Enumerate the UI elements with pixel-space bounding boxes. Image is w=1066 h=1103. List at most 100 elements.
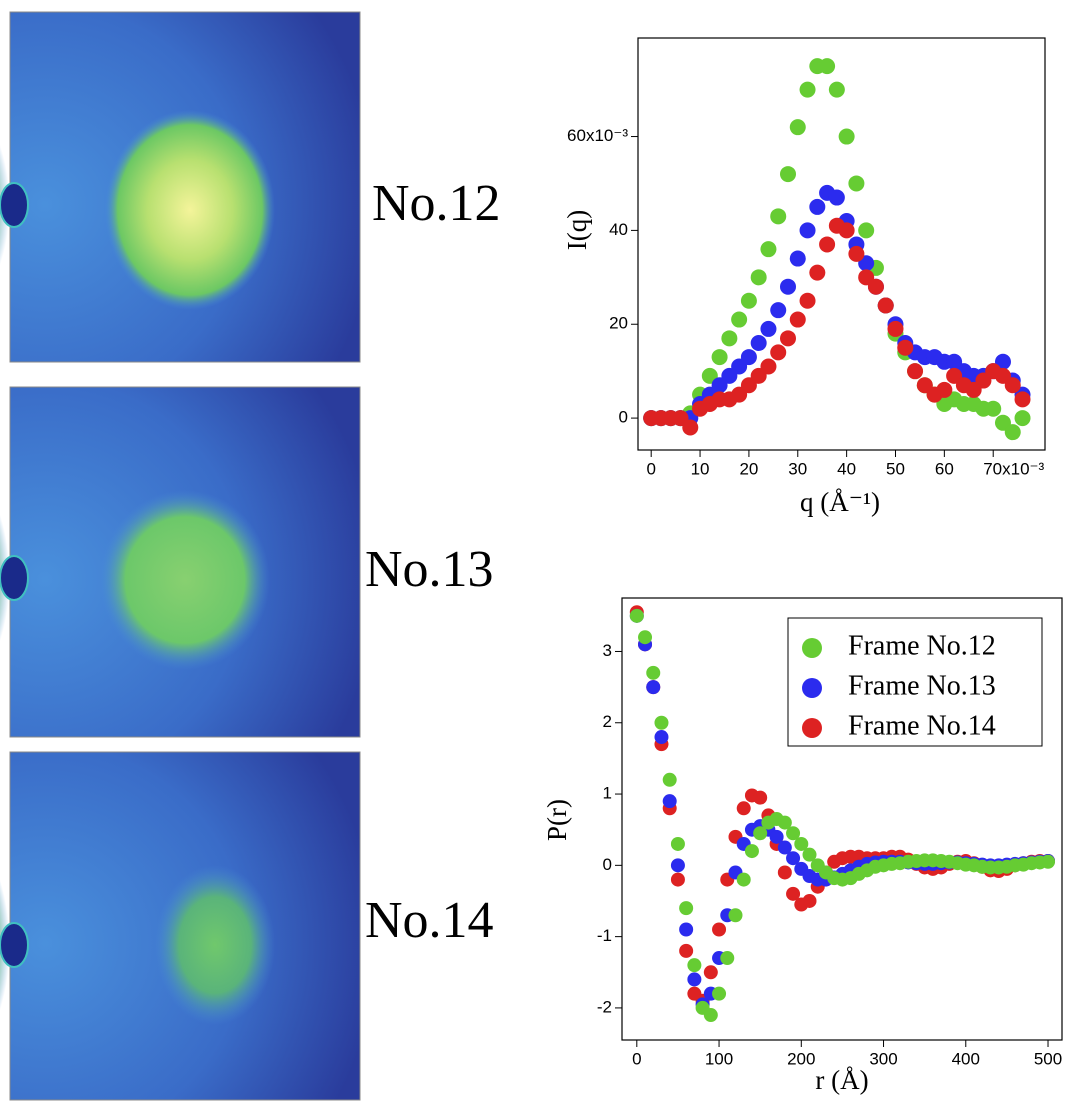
point (877, 297, 894, 314)
point (728, 908, 743, 923)
point (1014, 410, 1031, 427)
point (848, 245, 865, 262)
x-tick-label: 400 (952, 1049, 980, 1068)
point (712, 986, 727, 1001)
x-tick-label: 30 (788, 459, 807, 478)
point (638, 630, 653, 645)
point (789, 311, 806, 328)
point (848, 175, 865, 192)
y-tick-label: 0 (603, 855, 612, 874)
point (828, 81, 845, 98)
point (654, 715, 669, 730)
point (828, 189, 845, 206)
point (682, 419, 699, 436)
legend-marker (802, 718, 822, 738)
point (789, 119, 806, 136)
point (753, 790, 768, 805)
point (712, 922, 727, 937)
x-tick-label: 60 (935, 459, 954, 478)
y-axis-label: P(r) (542, 799, 572, 841)
point (1004, 424, 1021, 441)
point (740, 349, 757, 366)
point (760, 241, 777, 258)
image-panel (0, 386, 361, 768)
x-tick-label: 0 (646, 459, 655, 478)
point (753, 826, 768, 841)
x-tick-label: 100 (705, 1049, 733, 1068)
x-tick-label: 70x10⁻³ (983, 459, 1044, 478)
point (779, 278, 796, 295)
y-tick-label: -2 (597, 997, 612, 1016)
point (838, 128, 855, 145)
point (786, 826, 801, 841)
point (744, 844, 759, 859)
point (750, 269, 767, 286)
point (799, 292, 816, 309)
image-label: No.13 (365, 541, 494, 598)
point (703, 1008, 718, 1023)
point (736, 872, 751, 887)
point (786, 886, 801, 901)
point (777, 865, 792, 880)
legend-label: Frame No.13 (848, 670, 996, 701)
point (629, 608, 644, 623)
point (740, 292, 757, 309)
point (662, 794, 677, 809)
image-label: No.12 (372, 175, 501, 232)
point (670, 836, 685, 851)
point (809, 264, 826, 281)
point (794, 836, 809, 851)
point (670, 872, 685, 887)
image-panel (0, 751, 361, 1103)
point (802, 847, 817, 862)
point (789, 250, 806, 267)
point (721, 330, 738, 347)
y-axis-label: I(q) (562, 210, 592, 250)
point (662, 772, 677, 787)
point (679, 943, 694, 958)
legend-marker (802, 638, 822, 658)
x-tick-label: 500 (1034, 1049, 1062, 1068)
y-tick-label: 3 (603, 641, 612, 660)
point (770, 302, 787, 319)
y-tick-label: 2 (603, 712, 612, 731)
point (646, 680, 661, 695)
x-axis-label: r (Å) (815, 1065, 868, 1095)
y-tick-label: 1 (603, 784, 612, 803)
point (654, 730, 669, 745)
y-tick-label: 20 (609, 314, 628, 333)
point (779, 330, 796, 347)
x-tick-label: 20 (739, 459, 758, 478)
point (760, 358, 777, 375)
image-panels (0, 11, 361, 1103)
series (643, 217, 1031, 436)
point (687, 972, 702, 987)
point (711, 349, 728, 366)
image-label: No.14 (365, 892, 494, 949)
point (670, 858, 685, 873)
y-tick-label: -1 (597, 926, 612, 945)
x-tick-label: 300 (869, 1049, 897, 1068)
point (907, 363, 924, 380)
series (629, 608, 1056, 1023)
plot-frame (621, 597, 1063, 1041)
point (777, 840, 792, 855)
point (1014, 391, 1031, 408)
point (777, 815, 792, 830)
point (736, 801, 751, 816)
point (799, 222, 816, 239)
y-tick-label: 40 (609, 220, 628, 239)
point (679, 901, 694, 916)
legend-marker (802, 678, 822, 698)
point (1041, 854, 1056, 869)
legend-box (787, 617, 1043, 747)
point (646, 665, 661, 680)
point (769, 829, 784, 844)
x-tick-label: 200 (787, 1049, 815, 1068)
point (858, 222, 875, 239)
point (802, 893, 817, 908)
point (985, 400, 1002, 417)
point (887, 320, 904, 337)
x-tick-label: 40 (837, 459, 856, 478)
